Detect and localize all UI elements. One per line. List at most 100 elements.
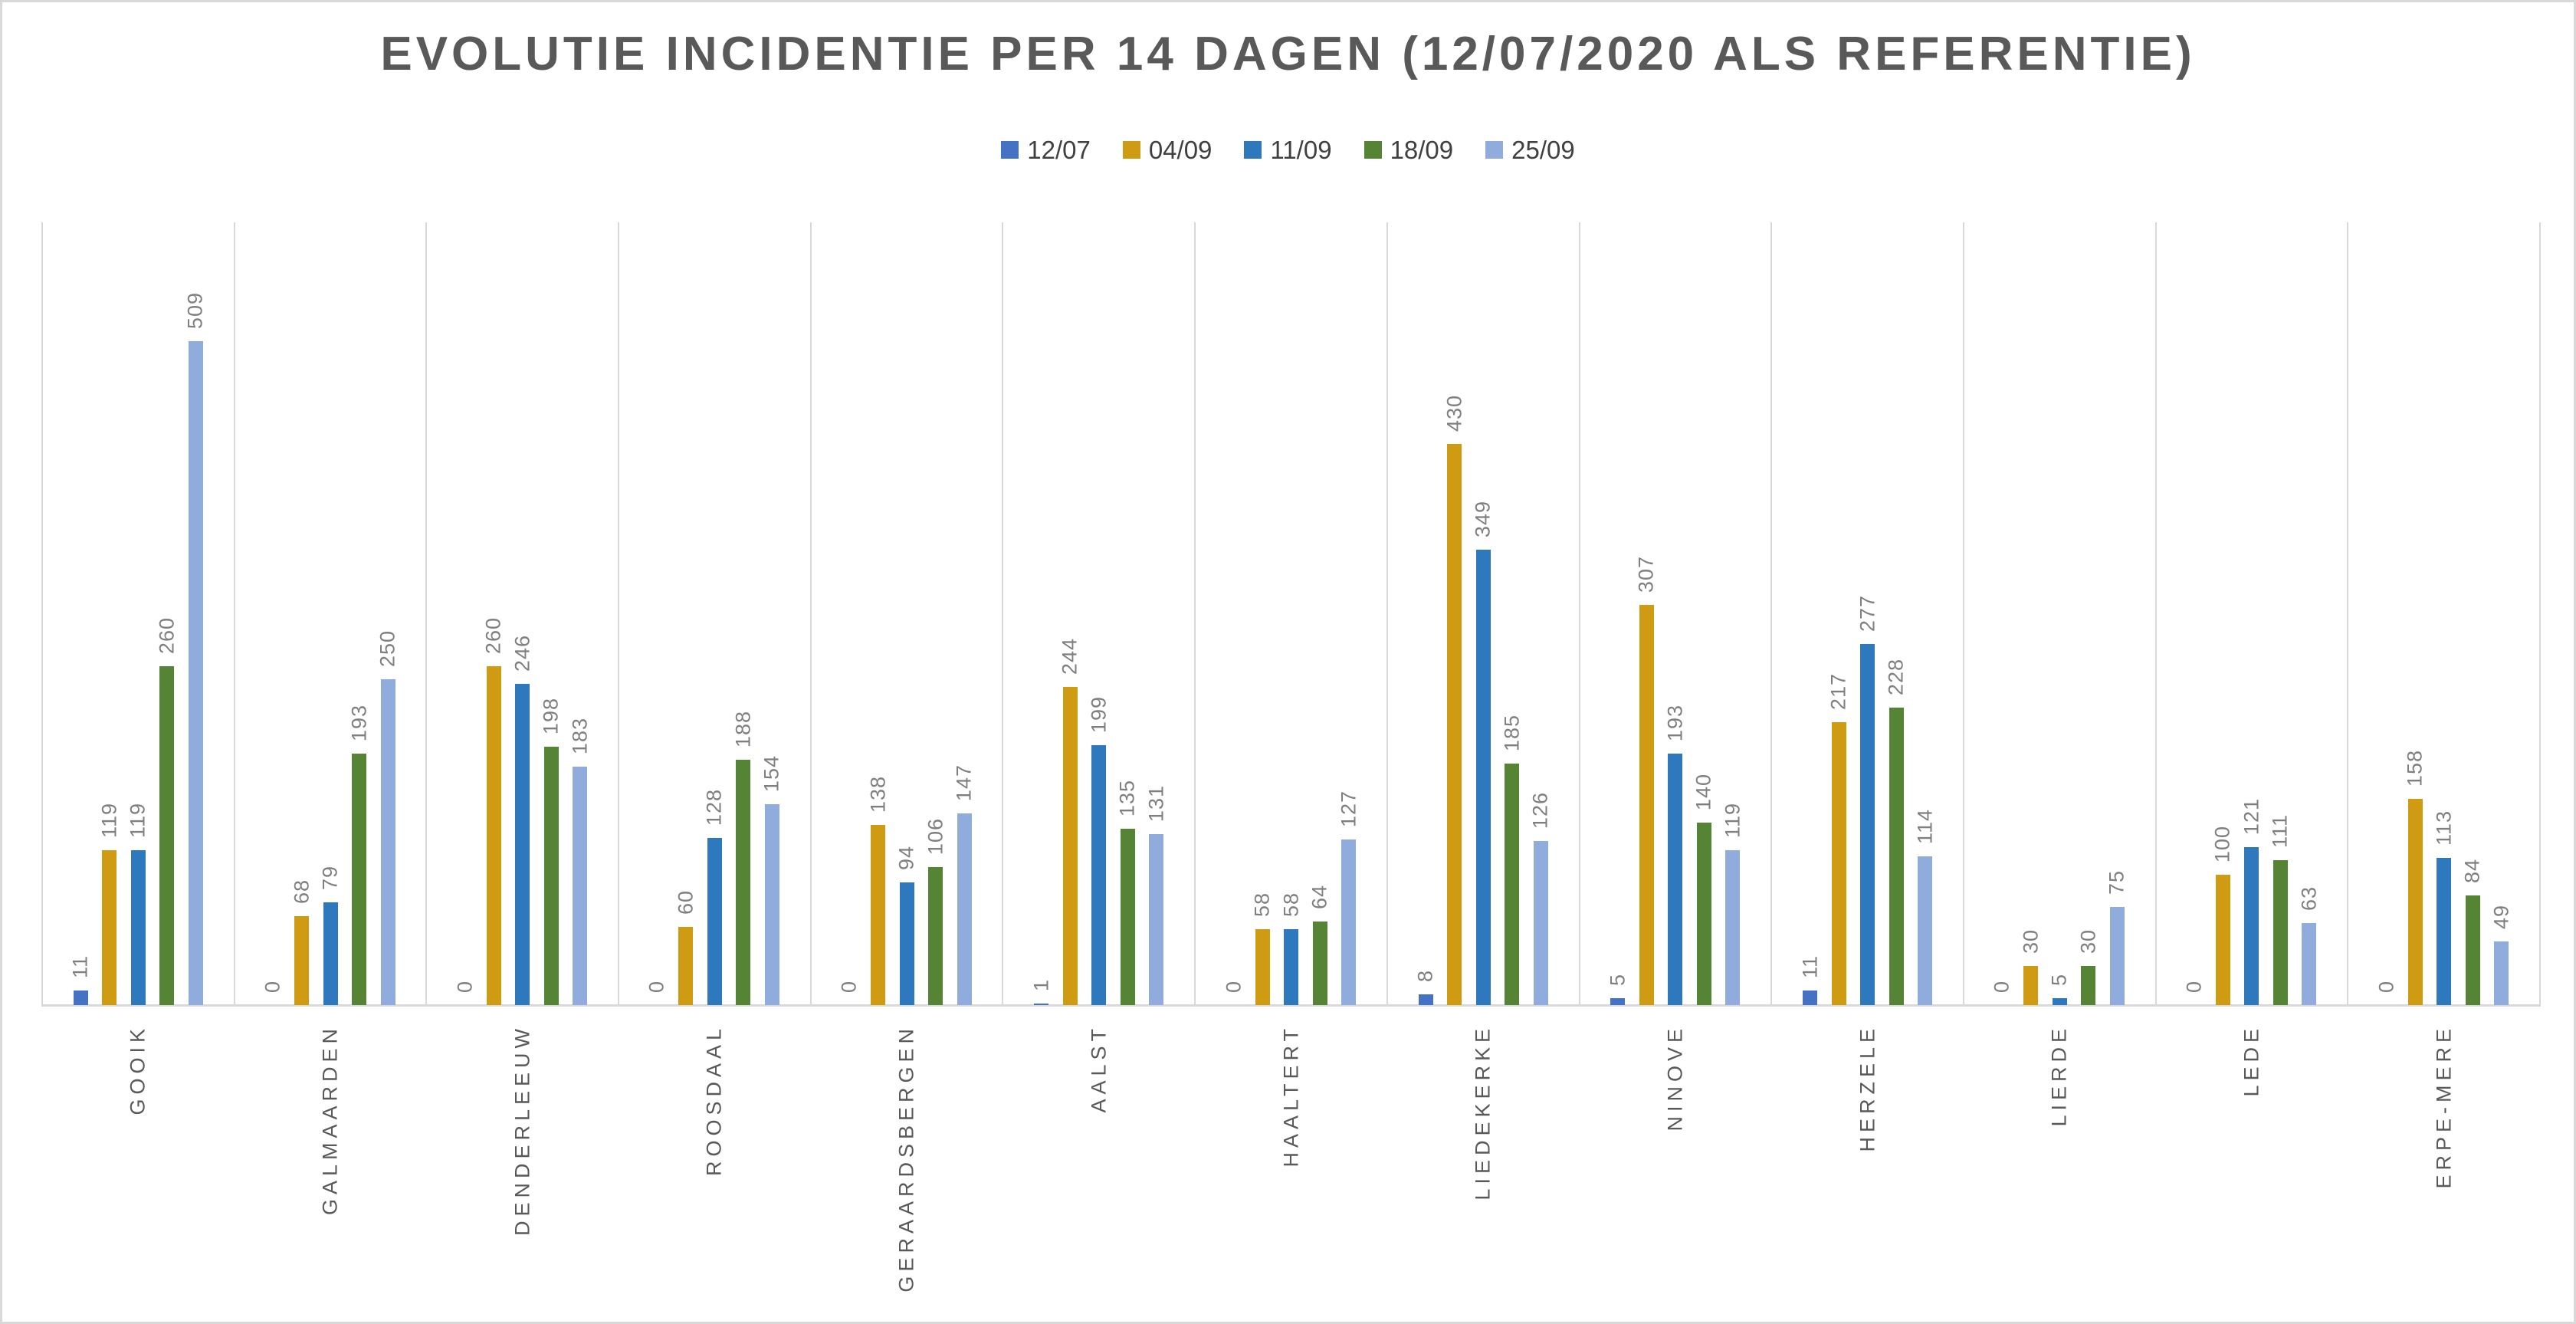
bar-haaltert-25-09 (1341, 839, 1356, 1005)
bar-ninove-11-09 (1668, 754, 1682, 1005)
value-label: 199 (1087, 695, 1111, 733)
value-label: 260 (155, 616, 179, 654)
bar-herzele-11-09 (1860, 644, 1875, 1005)
value-label: 11 (68, 954, 92, 978)
bar-aalst-12-07 (1034, 1004, 1048, 1005)
value-label: 119 (1721, 802, 1744, 838)
bar-aalst-04-09 (1063, 687, 1078, 1005)
value-label: 128 (702, 788, 726, 826)
bar-geraardsbergen-25-09 (957, 813, 972, 1005)
value-label: 127 (1337, 790, 1360, 827)
gridline (809, 222, 812, 1005)
category-label: HAALTERT (1279, 1024, 1303, 1168)
gridline (425, 222, 428, 1005)
bar-gooik-18-09 (159, 666, 174, 1005)
value-label: 63 (2297, 885, 2321, 911)
bar-erpe-mere-11-09 (2437, 858, 2451, 1005)
category-label: GOOIK (126, 1024, 149, 1115)
bar-ninove-04-09 (1639, 605, 1654, 1005)
value-label: 158 (2403, 749, 2427, 787)
gridline (618, 222, 620, 1005)
category-label: GALMAARDEN (318, 1024, 342, 1216)
legend-label: 18/09 (1390, 136, 1454, 164)
gridline (1962, 222, 1964, 1005)
value-label: 68 (290, 879, 313, 904)
value-label: 0 (1990, 980, 2013, 993)
gridline (41, 222, 43, 1005)
value-label: 509 (183, 291, 207, 329)
value-label: 246 (510, 634, 534, 672)
category-label: ROOSDAAL (702, 1024, 726, 1177)
value-label: 119 (126, 802, 149, 838)
value-label: 58 (1279, 892, 1303, 917)
bar-geraardsbergen-11-09 (900, 882, 914, 1005)
gridline (2154, 222, 2157, 1005)
x-axis-line (41, 1004, 2541, 1007)
value-label: 0 (453, 980, 477, 993)
category-label: NINOVE (1663, 1024, 1687, 1132)
gridline (1194, 222, 1196, 1005)
value-label: 11 (1798, 954, 1822, 978)
bar-gooik-11-09 (131, 850, 146, 1005)
value-label: 198 (539, 697, 563, 734)
bar-erpe-mere-18-09 (2466, 895, 2480, 1005)
legend-label: 04/09 (1148, 136, 1213, 164)
value-label: 1 (1029, 978, 1053, 991)
category-label: AALST (1087, 1024, 1111, 1113)
bar-roosdaal-25-09 (765, 804, 779, 1005)
value-label: 100 (2210, 825, 2234, 862)
bar-gooik-25-09 (189, 341, 203, 1005)
value-label: 188 (731, 710, 755, 747)
bar-lierde-25-09 (2110, 907, 2125, 1005)
bar-lierde-18-09 (2081, 966, 2095, 1005)
value-label: 217 (1826, 672, 1850, 710)
gridline (2347, 222, 2349, 1005)
value-label: 244 (1058, 637, 1081, 675)
bar-gooik-04-09 (102, 850, 116, 1005)
value-label: 84 (2460, 858, 2484, 883)
value-label: 60 (674, 889, 697, 915)
value-label: 119 (97, 802, 121, 838)
value-label: 349 (1471, 500, 1495, 537)
value-label: 79 (318, 865, 342, 890)
bar-denderleeuw-04-09 (487, 666, 501, 1005)
bar-erpe-mere-04-09 (2408, 799, 2423, 1005)
value-label: 64 (1308, 884, 1331, 909)
bar-ninove-25-09 (1725, 850, 1740, 1005)
value-label: 147 (952, 764, 976, 801)
value-label: 154 (760, 754, 783, 792)
legend-swatch (1244, 141, 1262, 159)
value-label: 260 (481, 616, 505, 654)
bar-liedekerke-18-09 (1505, 764, 1519, 1005)
bar-herzele-25-09 (1918, 856, 1932, 1005)
gridline (233, 222, 235, 1005)
chart-legend: 12/07 04/09 11/09 18/09 25/09 (2, 137, 2574, 163)
legend-swatch (1485, 141, 1504, 159)
category-label: HERZELE (1856, 1024, 1879, 1152)
category-label: LEDE (2240, 1024, 2263, 1097)
bar-denderleeuw-18-09 (544, 747, 559, 1005)
bar-haaltert-04-09 (1255, 929, 1270, 1005)
bar-galmaarden-11-09 (323, 902, 338, 1005)
gridline (1386, 222, 1388, 1005)
value-label: 0 (2374, 980, 2398, 993)
value-label: 193 (1663, 704, 1687, 741)
value-label: 131 (1144, 784, 1168, 822)
bar-ninove-12-07 (1610, 998, 1625, 1005)
legend-swatch (1122, 141, 1140, 159)
category-label: DENDERLEEUW (510, 1024, 534, 1237)
bar-aalst-11-09 (1091, 745, 1106, 1005)
value-label: 183 (568, 717, 592, 754)
value-label: 307 (1634, 555, 1658, 593)
value-label: 121 (2240, 797, 2263, 835)
legend-item-25-09: 25/09 (1485, 137, 1575, 163)
bar-lede-04-09 (2216, 875, 2230, 1005)
value-label: 0 (1222, 980, 1245, 993)
bar-geraardsbergen-04-09 (871, 825, 885, 1005)
category-label: GERAARDSBERGEN (894, 1024, 918, 1293)
bar-gooik-12-07 (74, 991, 88, 1005)
bar-liedekerke-25-09 (1534, 841, 1548, 1005)
bar-lede-18-09 (2273, 860, 2288, 1005)
category-label: LIEDEKERKE (1471, 1024, 1495, 1201)
bar-denderleeuw-25-09 (573, 767, 587, 1005)
